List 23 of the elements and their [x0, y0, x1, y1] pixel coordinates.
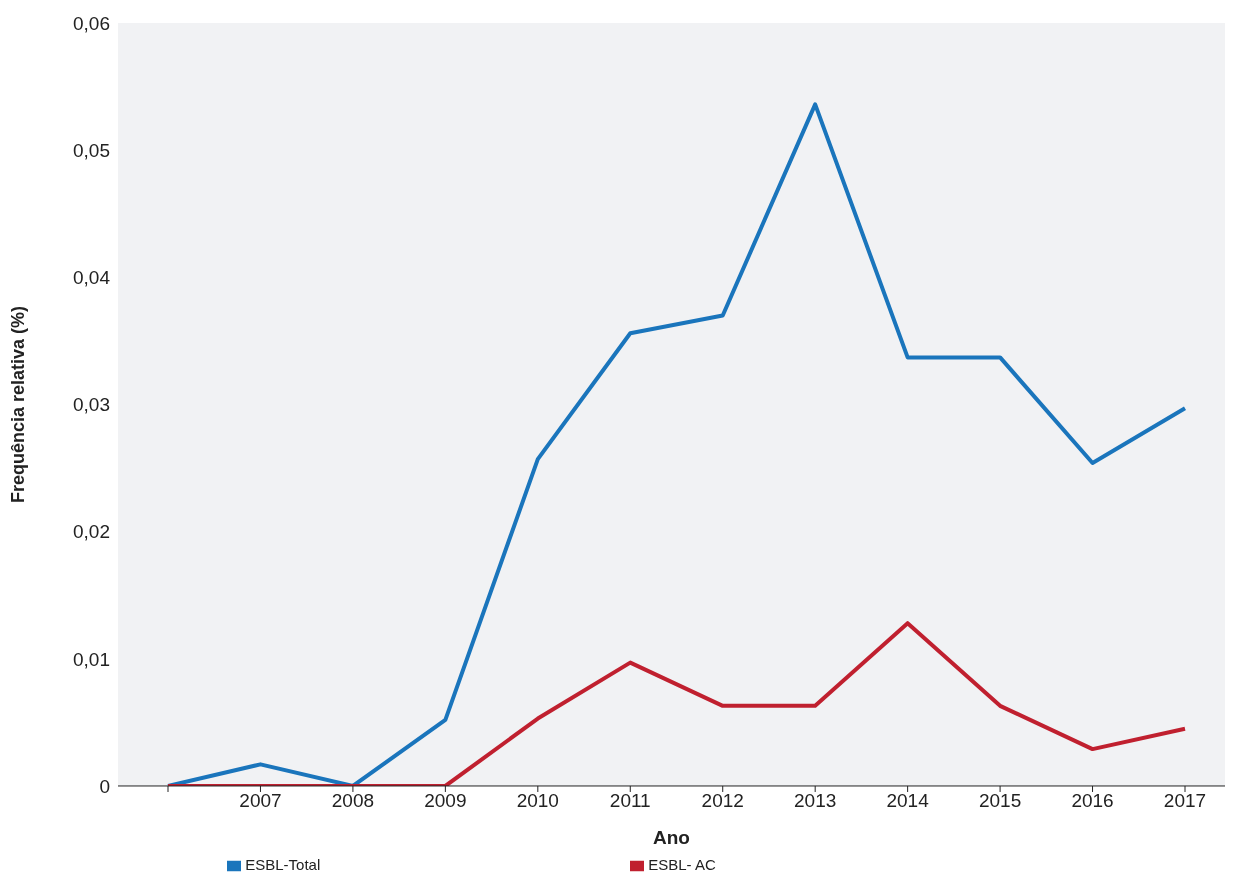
x-tick-label: 2007 [239, 790, 282, 812]
line-series [166, 621, 1187, 786]
y-tick-label: 0,01 [73, 648, 110, 670]
x-tick-label: 2015 [978, 790, 1022, 812]
x-tick-label: 2017 [1163, 790, 1207, 812]
y-tick-label: 0 [99, 775, 110, 797]
y-axis-title: Frequência relativa (%) [8, 305, 29, 504]
y-tick-label: 0,04 [73, 267, 111, 289]
y-tick-label: 0,05 [73, 139, 110, 161]
x-tick-label: 2008 [331, 790, 375, 812]
x-tick-label: 2014 [886, 790, 930, 812]
y-tick-label: 0,03 [73, 394, 110, 416]
x-axis-title: Ano [653, 826, 690, 848]
legend-label: ESBL-Total [245, 855, 321, 873]
x-tick-label: 2016 [1071, 790, 1114, 812]
legend-label: ESBL- AC [648, 855, 716, 873]
x-tick-label: 2011 [609, 790, 651, 812]
y-tick-label: 0,06 [73, 12, 110, 34]
x-tick-label: 2012 [701, 790, 744, 812]
y-tick-label: 0,02 [73, 521, 110, 543]
x-tick-label: 2013 [794, 790, 837, 812]
x-tick-label: 2009 [424, 790, 467, 812]
x-tick-label: 2010 [516, 790, 559, 812]
